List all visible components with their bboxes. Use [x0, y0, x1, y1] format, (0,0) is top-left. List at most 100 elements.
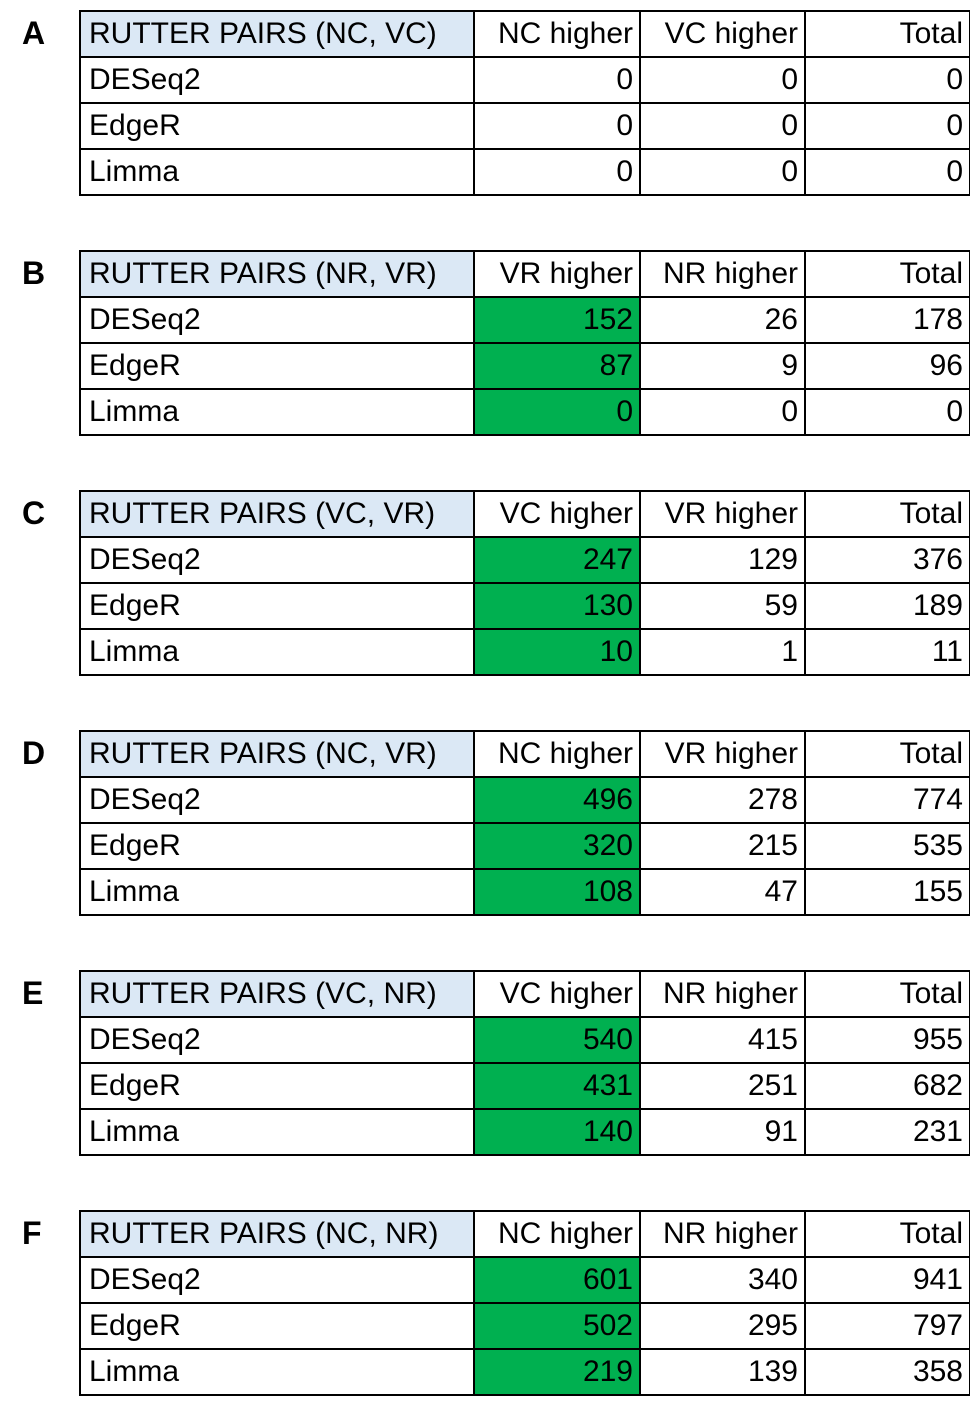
table-row: DESeq2 496 278 774: [79, 776, 970, 824]
value-cell: 415: [639, 1016, 806, 1064]
value-cell: 129: [639, 536, 806, 584]
total-cell: 189: [804, 582, 970, 630]
panel-a: A RUTTER PAIRS (NC, VC) NC higher VC hig…: [0, 3, 970, 197]
value-cell: 295: [639, 1302, 806, 1350]
total-cell: 774: [804, 776, 970, 824]
table-row: Limma 219 139 358: [79, 1348, 970, 1396]
value-cell: 10: [473, 628, 641, 676]
table-title: RUTTER PAIRS (NR, VR): [79, 250, 475, 298]
total-cell: 376: [804, 536, 970, 584]
column-header: NR higher: [639, 970, 806, 1018]
total-cell: 0: [804, 388, 970, 436]
value-cell: 0: [473, 388, 641, 436]
value-cell: 320: [473, 822, 641, 870]
table-title: RUTTER PAIRS (NC, VC): [79, 10, 475, 58]
value-cell: 0: [473, 56, 641, 104]
panel-letter: E: [22, 975, 44, 1011]
value-cell: 87: [473, 342, 641, 390]
panel-c: C RUTTER PAIRS (VC, VR) VC higher VR hig…: [0, 483, 970, 677]
value-cell: 496: [473, 776, 641, 824]
table-row: EdgeR 130 59 189: [79, 582, 970, 630]
table-row: Limma 0 0 0: [79, 148, 970, 196]
method-label: Limma: [79, 1348, 475, 1396]
table-row: EdgeR 0 0 0: [79, 102, 970, 150]
column-header: Total: [804, 730, 970, 778]
table-row: EdgeR 87 9 96: [79, 342, 970, 390]
method-label: DESeq2: [79, 776, 475, 824]
method-label: EdgeR: [79, 1302, 475, 1350]
comparison-table: RUTTER PAIRS (NC, VC) NC higher VC highe…: [79, 10, 970, 196]
total-cell: 955: [804, 1016, 970, 1064]
value-cell: 601: [473, 1256, 641, 1304]
header-row: RUTTER PAIRS (NC, VR) NC higher VR highe…: [79, 730, 970, 778]
table-row: Limma 108 47 155: [79, 868, 970, 916]
panel-letter: A: [22, 15, 46, 51]
value-cell: 59: [639, 582, 806, 630]
total-cell: 535: [804, 822, 970, 870]
value-cell: 431: [473, 1062, 641, 1110]
column-header: VR higher: [473, 250, 641, 298]
column-header: Total: [804, 970, 970, 1018]
method-label: Limma: [79, 1108, 475, 1156]
table-row: DESeq2 0 0 0: [79, 56, 970, 104]
value-cell: 0: [639, 56, 806, 104]
total-cell: 682: [804, 1062, 970, 1110]
value-cell: 130: [473, 582, 641, 630]
total-cell: 0: [804, 102, 970, 150]
panel-d: D RUTTER PAIRS (NC, VR) NC higher VR hig…: [0, 723, 970, 917]
value-cell: 0: [473, 102, 641, 150]
comparison-table: RUTTER PAIRS (VC, NR) VC higher NR highe…: [79, 970, 970, 1156]
total-cell: 358: [804, 1348, 970, 1396]
column-header: Total: [804, 1210, 970, 1258]
header-row: RUTTER PAIRS (NC, NR) NC higher NR highe…: [79, 1210, 970, 1258]
value-cell: 140: [473, 1108, 641, 1156]
total-cell: 941: [804, 1256, 970, 1304]
value-cell: 9: [639, 342, 806, 390]
method-label: EdgeR: [79, 102, 475, 150]
table-row: EdgeR 502 295 797: [79, 1302, 970, 1350]
value-cell: 91: [639, 1108, 806, 1156]
method-label: EdgeR: [79, 822, 475, 870]
total-cell: 155: [804, 868, 970, 916]
method-label: Limma: [79, 388, 475, 436]
table-row: Limma 0 0 0: [79, 388, 970, 436]
value-cell: 0: [639, 388, 806, 436]
panel-letter: B: [22, 255, 46, 291]
total-cell: 231: [804, 1108, 970, 1156]
method-label: EdgeR: [79, 342, 475, 390]
total-cell: 11: [804, 628, 970, 676]
panel-f: F RUTTER PAIRS (NC, NR) NC higher NR hig…: [0, 1203, 970, 1397]
panel-letter: F: [22, 1215, 42, 1251]
column-header: VC higher: [473, 970, 641, 1018]
table-row: DESeq2 247 129 376: [79, 536, 970, 584]
header-row: RUTTER PAIRS (VC, NR) VC higher NR highe…: [79, 970, 970, 1018]
value-cell: 108: [473, 868, 641, 916]
method-label: Limma: [79, 628, 475, 676]
column-header: Total: [804, 250, 970, 298]
method-label: DESeq2: [79, 1016, 475, 1064]
comparison-table: RUTTER PAIRS (NR, VR) VR higher NR highe…: [79, 250, 970, 436]
value-cell: 0: [473, 148, 641, 196]
value-cell: 502: [473, 1302, 641, 1350]
column-header: NC higher: [473, 730, 641, 778]
table-title: RUTTER PAIRS (VC, VR): [79, 490, 475, 538]
total-cell: 797: [804, 1302, 970, 1350]
total-cell: 0: [804, 56, 970, 104]
value-cell: 247: [473, 536, 641, 584]
table-row: EdgeR 320 215 535: [79, 822, 970, 870]
method-label: DESeq2: [79, 536, 475, 584]
method-label: Limma: [79, 148, 475, 196]
column-header: NR higher: [639, 1210, 806, 1258]
header-row: RUTTER PAIRS (NR, VR) VR higher NR highe…: [79, 250, 970, 298]
panel-b: B RUTTER PAIRS (NR, VR) VR higher NR hig…: [0, 243, 970, 437]
column-header: NC higher: [473, 10, 641, 58]
value-cell: 1: [639, 628, 806, 676]
comparison-table: RUTTER PAIRS (NC, VR) NC higher VR highe…: [79, 730, 970, 916]
table-title: RUTTER PAIRS (VC, NR): [79, 970, 475, 1018]
panel-letter: C: [22, 495, 46, 531]
total-cell: 96: [804, 342, 970, 390]
value-cell: 215: [639, 822, 806, 870]
value-cell: 219: [473, 1348, 641, 1396]
table-row: DESeq2 601 340 941: [79, 1256, 970, 1304]
header-row: RUTTER PAIRS (NC, VC) NC higher VC highe…: [79, 10, 970, 58]
